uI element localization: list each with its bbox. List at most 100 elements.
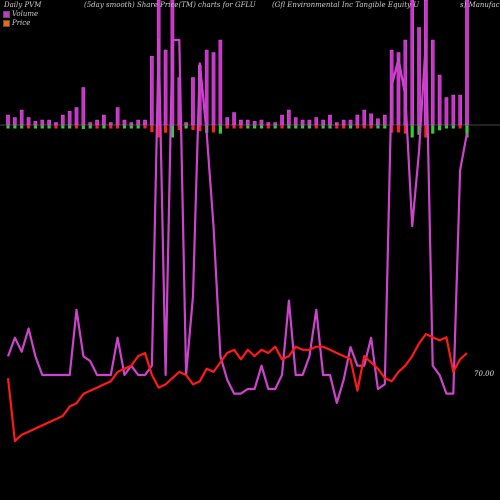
volume-bar (74, 107, 79, 126)
volume-bar (88, 122, 93, 126)
chart-title-right: (Gfl Environmental Inc Tangible Equity U (272, 1, 420, 9)
direction-bar (33, 125, 38, 129)
direction-bar (143, 125, 147, 129)
volume-bar (382, 114, 387, 126)
direction-bar (225, 125, 229, 129)
direction-bar (335, 125, 339, 129)
volume-bar (95, 119, 99, 126)
direction-bar (116, 125, 120, 129)
volume-bar (143, 119, 147, 126)
volume-bar (191, 77, 195, 126)
volume-bar (13, 117, 17, 126)
direction-bar (451, 125, 455, 129)
chart-title-left: Daily PVM (4, 1, 42, 9)
direction-bar (321, 125, 325, 129)
direction-bar (74, 125, 79, 129)
direction-bar (170, 125, 175, 138)
volume-bar (314, 117, 319, 126)
volume-bar (321, 119, 325, 126)
direction-bar (307, 125, 312, 129)
direction-bar (342, 125, 346, 129)
legend-price-swatch (3, 19, 10, 27)
volume-bar (410, 0, 414, 126)
volume-bar (129, 122, 134, 126)
volume-line (6, 38, 469, 404)
volume-bar (6, 114, 10, 126)
volume-bar (328, 114, 332, 126)
direction-bar (444, 125, 449, 129)
direction-bar (273, 125, 277, 129)
volume-bar (26, 117, 31, 126)
volume-bar (437, 74, 442, 126)
volume-bar (259, 119, 264, 126)
volume-bar (163, 49, 168, 126)
direction-bar (88, 125, 92, 129)
direction-bar (191, 125, 195, 131)
direction-bar (109, 125, 113, 129)
direction-bar (232, 125, 236, 129)
volume-bar (232, 112, 236, 126)
direction-bar (6, 125, 10, 129)
direction-bar (47, 125, 51, 129)
direction-bar (157, 125, 161, 138)
direction-bar (348, 125, 353, 129)
direction-bar (417, 125, 421, 135)
volume-bar (211, 52, 216, 126)
volume-bar (218, 39, 223, 126)
chart-title-mid: (5day smooth) Share Price(TM) charts for… (84, 1, 256, 9)
volume-bar (287, 109, 291, 126)
direction-bar (13, 125, 17, 129)
volume-bar (444, 97, 449, 126)
direction-bar (376, 125, 380, 129)
direction-bar (355, 125, 359, 129)
direction-bar (177, 125, 181, 131)
volume-bar (136, 119, 140, 126)
volume-bar (81, 87, 86, 126)
volume-bar (417, 27, 421, 126)
volume-bar (67, 111, 72, 126)
direction-bar (163, 125, 168, 133)
direction-bar (458, 125, 462, 129)
direction-bar (396, 125, 401, 133)
direction-bar (383, 125, 387, 129)
direction-bar (280, 125, 284, 129)
volume-bar (293, 117, 298, 126)
direction-bar (68, 125, 72, 129)
direction-bar (410, 125, 414, 138)
direction-bar (184, 125, 188, 129)
volume-bar (40, 119, 45, 126)
direction-bar (198, 125, 202, 132)
volume-bar (376, 118, 380, 126)
direction-bar (403, 125, 407, 134)
volume-bar (458, 94, 462, 126)
legend-volume: Volume (3, 10, 38, 18)
price-line (6, 333, 468, 443)
legend-volume-label: Volume (12, 10, 39, 18)
direction-bar (328, 125, 332, 129)
volume-bar (108, 122, 113, 126)
volume-bar (61, 114, 65, 126)
volume-bar (54, 122, 58, 126)
volume-bar (280, 114, 284, 126)
direction-bar (20, 125, 24, 129)
direction-bar (61, 125, 65, 129)
direction-bar (465, 125, 469, 138)
chart-title-far: s) Manufactu (460, 1, 500, 9)
direction-bar (266, 125, 270, 129)
volume-bar (273, 122, 277, 126)
volume-bar (47, 119, 51, 126)
volume-bar (465, 0, 469, 126)
volume-bar (307, 119, 312, 126)
direction-bar (287, 125, 291, 129)
volume-bar (266, 122, 271, 126)
volume-bar (300, 119, 305, 126)
volume-bar (239, 119, 243, 126)
direction-bar (437, 125, 442, 131)
legend-price-label: Price (12, 19, 31, 27)
volume-bar (122, 119, 127, 126)
volume-bar (430, 39, 435, 126)
legend-price: Price (3, 19, 30, 27)
direction-bar (369, 125, 373, 129)
direction-bar (150, 125, 154, 133)
direction-bar (362, 125, 366, 129)
